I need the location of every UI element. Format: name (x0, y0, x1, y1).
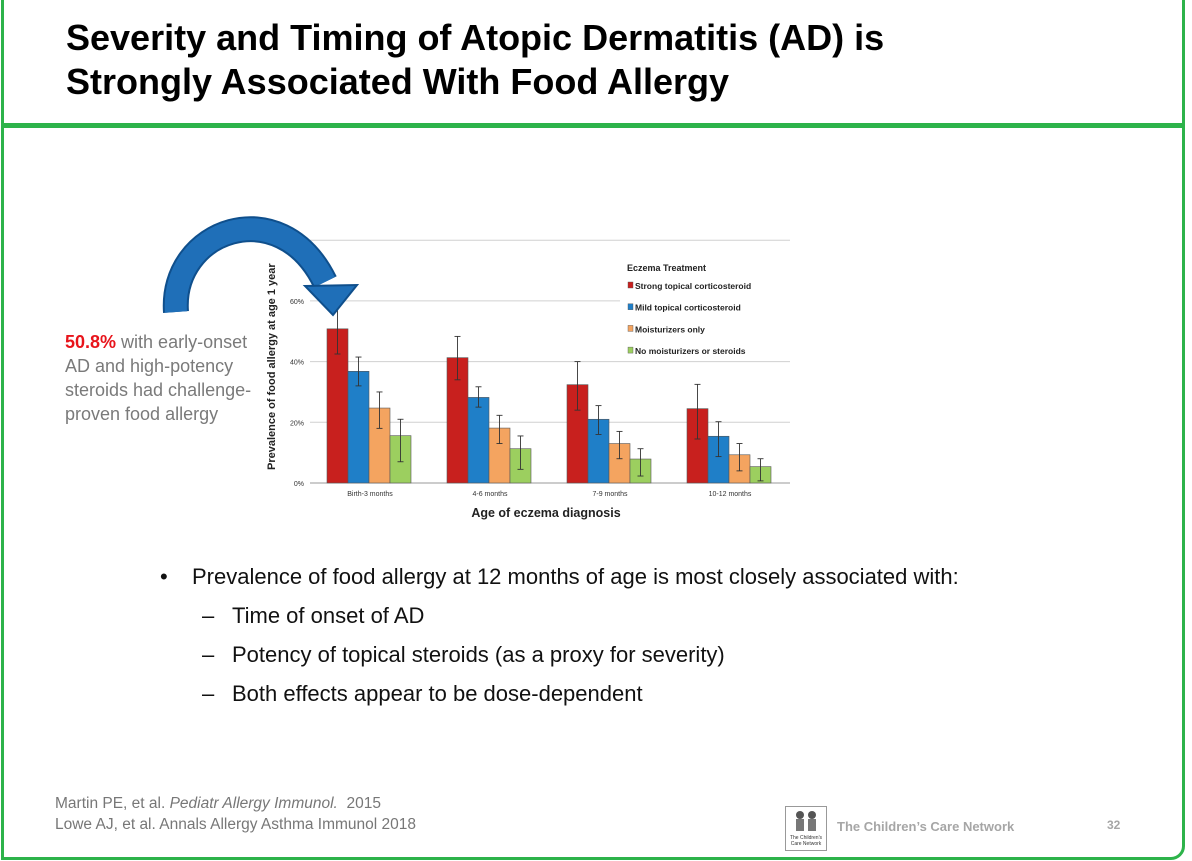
y-tick-label: 0% (294, 481, 304, 488)
logo-text: The Children's Care Network (789, 835, 823, 847)
legend-swatch-strong (627, 281, 634, 289)
bullet-main: • Prevalence of food allergy at 12 months… (160, 564, 959, 589)
callout-note: 50.8% with early-onset AD and high-poten… (65, 330, 255, 426)
page-number: 32 (1107, 818, 1121, 832)
legend-title: Eczema Treatment (627, 263, 706, 273)
bar-mild (347, 371, 370, 484)
bar-mild (467, 397, 490, 484)
legend-swatch-mild (627, 303, 634, 310)
children-icon (796, 811, 816, 831)
x-axis-label: Age of eczema diagnosis (471, 506, 620, 520)
sub-bullet-text: Both effects appear to be dose-dependent (232, 681, 643, 706)
y-tick-label: 40% (290, 360, 304, 367)
bullet-list: • Prevalence of food allergy at 12 months… (160, 562, 1020, 709)
ref-journal: Pediatr Allergy Immunol. (169, 795, 338, 812)
legend-swatch-moist (627, 325, 634, 332)
title-divider (1, 123, 1185, 128)
sub-bullet-text: Time of onset of AD (232, 603, 425, 628)
legend-item: No moisturizers or steroids (635, 346, 746, 356)
reference-2: Lowe AJ, et al. Annals Allergy Asthma Im… (55, 816, 417, 833)
callout-text: with early-onset AD and high-potency ste… (65, 332, 252, 424)
curved-arrow-icon (162, 216, 360, 317)
y-tick-label: 20% (290, 420, 304, 427)
title-line-2: Strongly Associated With Food Allergy (66, 61, 730, 102)
y-axis-label: Prevalence of food allergy at age 1 year (266, 263, 278, 470)
x-tick-label: 7-9 months (592, 491, 628, 498)
legend-item: Strong topical corticosteroid (635, 281, 751, 291)
x-tick-label: 4-6 months (472, 491, 508, 498)
legend-item: Moisturizers only (635, 324, 705, 334)
organization-name: The Children’s Care Network (837, 819, 1015, 834)
network-logo: The Children's Care Network (785, 806, 827, 851)
x-tick-label: Birth-3 months (347, 491, 393, 498)
x-tick-label: 10-12 months (709, 491, 752, 498)
slide-title: Severity and Timing of Atopic Dermatitis… (66, 16, 884, 104)
title-line-1: Severity and Timing of Atopic Dermatitis… (66, 17, 885, 58)
ref-authors: Martin PE, et al. (55, 795, 170, 812)
y-tick-label: 60% (290, 299, 304, 306)
legend-swatch-none (627, 346, 634, 354)
reference-1: Martin PE, et al. Pediatr Allergy Immuno… (55, 793, 416, 814)
sub-bullet-text: Potency of topical steroids (as a proxy … (232, 642, 725, 667)
bullet-main-text: Prevalence of food allergy at 12 months … (192, 564, 959, 589)
references: Martin PE, et al. Pediatr Allergy Immuno… (55, 793, 416, 835)
sub-bullet: – Both effects appear to be dose-dependen… (202, 681, 643, 706)
legend-item: Mild topical corticosteroid (635, 303, 741, 313)
ref-year: 2015 (337, 795, 381, 812)
callout-highlight: 50.8% (65, 332, 117, 352)
sub-bullet: – Time of onset of AD (202, 603, 425, 628)
sub-bullet: – Potency of topical steroids (as a proxy… (202, 642, 725, 667)
